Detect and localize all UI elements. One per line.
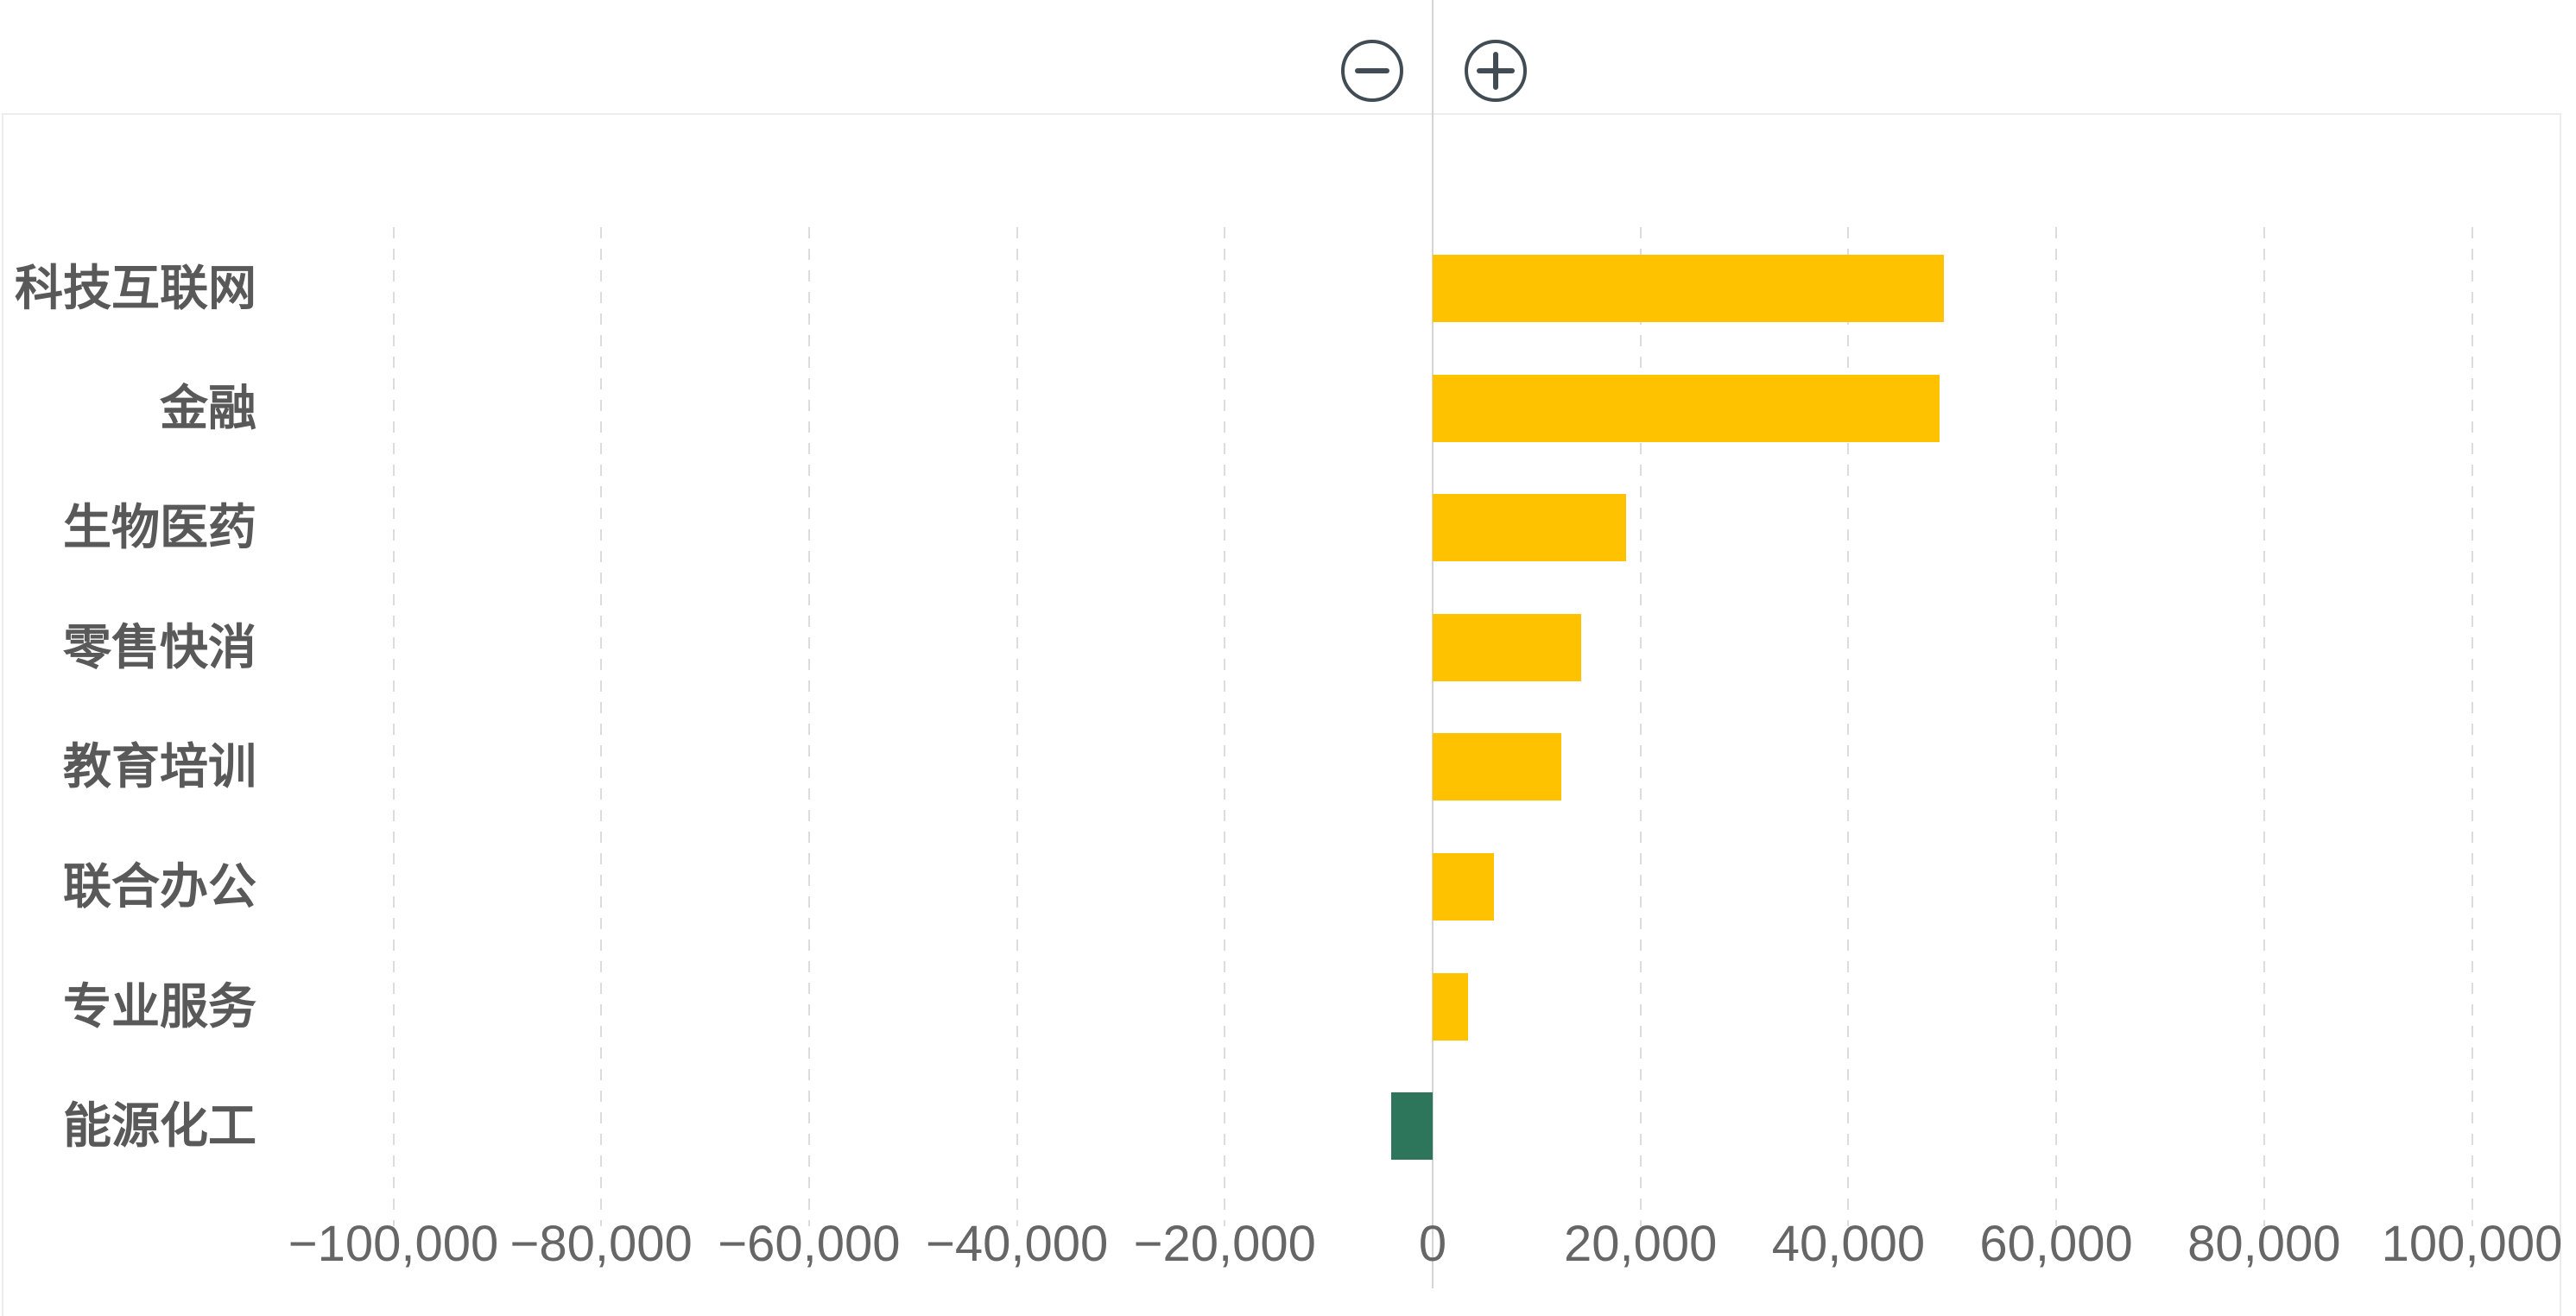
zoom-in-button[interactable] bbox=[1465, 40, 1527, 102]
category-label: 教育培训 bbox=[63, 739, 256, 794]
plus-glyph-vertical bbox=[1493, 52, 1498, 90]
minus-glyph bbox=[1355, 68, 1389, 73]
x-tick-label: −20,000 bbox=[1133, 1216, 1316, 1272]
x-tick-label: 0 bbox=[1418, 1216, 1447, 1272]
category-label: 零售快消 bbox=[63, 619, 256, 674]
x-tick-label: 100,000 bbox=[2381, 1216, 2563, 1272]
bar[interactable] bbox=[1433, 255, 1945, 322]
bar[interactable] bbox=[1433, 374, 1940, 442]
gridline bbox=[1016, 227, 1018, 1226]
gridline bbox=[2263, 227, 2265, 1226]
x-tick-label: −100,000 bbox=[288, 1216, 499, 1272]
x-tick-label: 60,000 bbox=[1979, 1216, 2133, 1272]
x-tick-label: −80,000 bbox=[510, 1216, 693, 1272]
gridline bbox=[1224, 227, 1226, 1226]
x-tick-label: 40,000 bbox=[1771, 1216, 1926, 1272]
category-label: 金融 bbox=[160, 380, 256, 435]
x-tick-label: 20,000 bbox=[1563, 1216, 1718, 1272]
category-label: 专业服务 bbox=[63, 978, 256, 1034]
bar[interactable] bbox=[1390, 1092, 1433, 1161]
gridline bbox=[2055, 227, 2058, 1226]
bar[interactable] bbox=[1433, 733, 1562, 801]
x-tick-label: 80,000 bbox=[2187, 1216, 2341, 1272]
gridline bbox=[600, 227, 603, 1226]
zoom-out-button[interactable] bbox=[1341, 40, 1403, 102]
bar[interactable] bbox=[1433, 613, 1582, 681]
bar[interactable] bbox=[1433, 972, 1468, 1041]
gridline bbox=[1639, 227, 1642, 1226]
gridline bbox=[1847, 227, 1850, 1226]
category-label: 科技互联网 bbox=[15, 261, 256, 315]
gridline bbox=[2471, 227, 2473, 1226]
category-label: 生物医药 bbox=[63, 500, 256, 555]
gridline bbox=[392, 227, 395, 1226]
bar[interactable] bbox=[1433, 853, 1494, 921]
bar[interactable] bbox=[1433, 494, 1626, 562]
x-tick-label: −40,000 bbox=[925, 1216, 1109, 1272]
x-tick-label: −60,000 bbox=[718, 1216, 901, 1272]
category-label: 联合办公 bbox=[63, 859, 256, 914]
category-label: 能源化工 bbox=[63, 1098, 256, 1154]
chart-card-border bbox=[2, 113, 2561, 1316]
gridline bbox=[807, 227, 810, 1226]
